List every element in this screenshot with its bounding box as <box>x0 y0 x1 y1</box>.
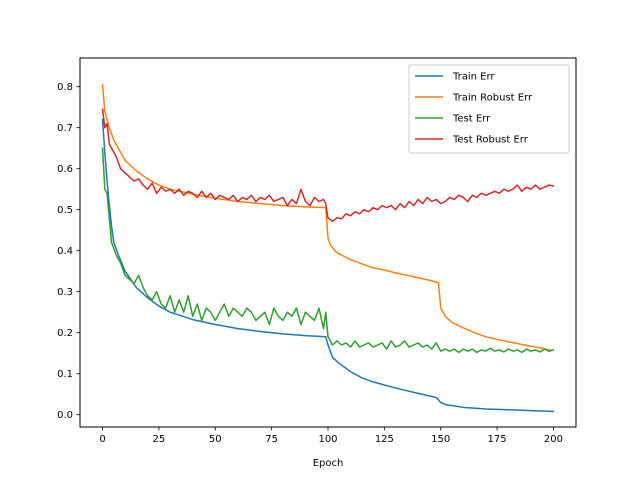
y-tick-label: 0.2 <box>57 328 73 339</box>
legend-label: Test Err <box>452 114 491 125</box>
y-tick-label: 0.0 <box>57 410 73 421</box>
y-tick-label: 0.5 <box>57 205 73 216</box>
x-tick-label: 125 <box>375 434 394 445</box>
y-tick-label: 0.7 <box>57 123 73 134</box>
legend-label: Train Err <box>452 72 495 83</box>
series-line-3 <box>101 108 555 222</box>
x-tick-label: 75 <box>265 434 278 445</box>
series-line-1 <box>101 83 553 352</box>
y-tick-label: 0.4 <box>57 246 73 257</box>
y-tick-label: 0.3 <box>57 287 73 298</box>
x-tick-label: 100 <box>318 434 337 445</box>
x-axis: 0 25 50 75 100 125 150 175 200 <box>99 427 563 445</box>
x-tick-label: 200 <box>544 434 563 445</box>
x-tick-label: 25 <box>153 434 166 445</box>
legend-box <box>408 64 570 154</box>
y-tick-label: 0.8 <box>57 82 73 93</box>
legend: Train Err Train Robust Err Test Err Test Ro… <box>408 64 570 154</box>
x-tick-label: 175 <box>488 434 507 445</box>
x-tick-label: 0 <box>99 434 105 445</box>
series-line-2 <box>101 147 555 354</box>
y-tick-label: 0.6 <box>57 164 73 175</box>
x-tick-label: 50 <box>209 434 222 445</box>
y-tick-label: 0.1 <box>57 369 73 380</box>
x-tick-label: 150 <box>431 434 450 445</box>
legend-label: Train Robust Err <box>452 93 533 104</box>
legend-label: Test Robust Err <box>452 135 529 146</box>
x-axis-label: Epoch <box>313 458 344 469</box>
series-line-0 <box>101 118 555 413</box>
plot-lines <box>101 83 555 413</box>
y-axis: 0.0 0.1 0.2 0.3 0.4 0.5 0.6 0.7 0.8 <box>57 82 80 421</box>
